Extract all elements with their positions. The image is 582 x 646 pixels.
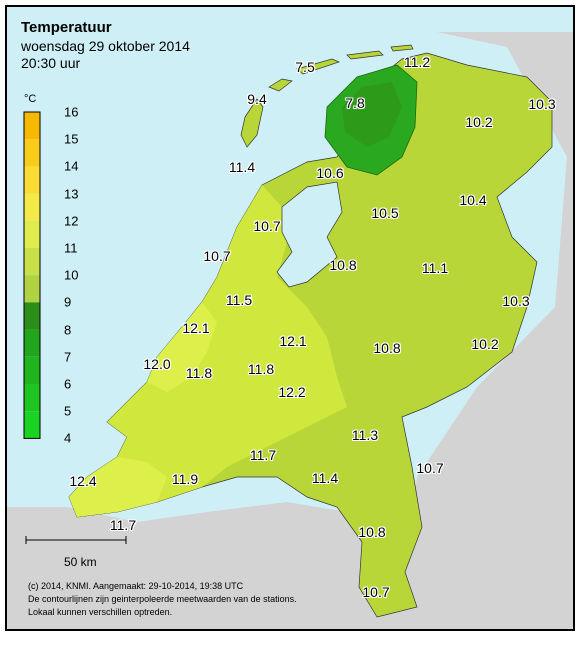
station-value: 10.3 — [528, 96, 556, 112]
station-value: 12.0 — [143, 356, 171, 372]
scale-bar-label: 50 km — [64, 555, 97, 569]
station-value: 12.1 — [279, 333, 307, 349]
legend-tick-label: 11 — [64, 240, 78, 256]
legend-tick-label: 4 — [64, 430, 72, 446]
station-value: 10.5 — [371, 205, 399, 221]
station-value: 11.4 — [311, 470, 339, 486]
map-frame: Temperatuur woensdag 29 oktober 2014 20:… — [5, 5, 575, 631]
station-value: 11.2 — [403, 54, 431, 70]
legend-swatch — [24, 248, 40, 276]
zeeland-warm-band — [69, 457, 167, 517]
station-value: 10.8 — [358, 524, 386, 540]
station-value: 9.4 — [247, 91, 267, 107]
legend-swatch — [24, 411, 40, 439]
footer-line-1: (c) 2014, KNMI. Aangemaakt: 29-10-2014, … — [28, 581, 244, 591]
legend-tick-label: 10 — [64, 267, 79, 283]
station-value: 12.2 — [278, 384, 306, 400]
legend-tick-label: 7 — [64, 349, 72, 365]
station-value: 10.2 — [471, 336, 499, 352]
map-time: 20:30 uur — [21, 55, 81, 71]
station-value: 11.7 — [249, 447, 277, 463]
station-value: 10.2 — [465, 114, 493, 130]
station-value: 11.9 — [171, 471, 199, 487]
legend-swatch — [24, 139, 40, 167]
station-value: 11.1 — [421, 260, 449, 276]
vlieland-island — [268, 78, 293, 92]
station-value: 10.7 — [362, 584, 390, 600]
cold-region-inner — [342, 82, 402, 147]
map-title: Temperatuur — [21, 19, 112, 36]
legend-swatch — [24, 166, 40, 194]
germany-region — [387, 32, 573, 629]
station-value: 10.7 — [416, 460, 444, 476]
ameland-island — [346, 50, 384, 60]
legend-colorbar — [23, 111, 41, 439]
legend-tick-label: 8 — [64, 322, 72, 338]
western-warm-band — [69, 185, 347, 517]
footer-line-3: Lokaal kunnen verschillen optreden. — [28, 607, 173, 617]
legend-tick-label: 5 — [64, 403, 72, 419]
temperature-map — [7, 32, 573, 629]
footer-line-2: De contourlijnen zijn geinterpoleerde me… — [28, 594, 297, 604]
legend-tick-label: 16 — [64, 104, 79, 120]
terschelling-island — [296, 58, 340, 75]
legend-tick-label: 14 — [64, 158, 79, 174]
station-value: 11.7 — [109, 517, 137, 533]
legend-unit: °C — [24, 93, 37, 105]
station-value: 11.3 — [351, 427, 379, 443]
legend-swatch — [24, 384, 40, 412]
legend-tick-label: 12 — [64, 213, 79, 229]
legend-tick-label: 9 — [64, 294, 72, 310]
legend-swatch — [24, 329, 40, 357]
legend-frame — [23, 111, 41, 439]
map-footer: (c) 2014, KNMI. Aangemaakt: 29-10-2014, … — [28, 580, 297, 619]
texel-island — [240, 98, 264, 148]
station-value: 12.1 — [182, 320, 210, 336]
station-value: 7.8 — [345, 95, 365, 111]
scale-bar — [25, 536, 127, 544]
legend-swatch — [24, 193, 40, 221]
belgium-region — [7, 502, 407, 629]
map-subtitle: woensdag 29 oktober 2014 20:30 uur — [21, 38, 190, 72]
map-date: woensdag 29 oktober 2014 — [21, 38, 190, 54]
legend-swatch — [24, 356, 40, 384]
station-value: 11.4 — [228, 159, 256, 175]
station-value: 10.8 — [373, 340, 401, 356]
ijsselmeer — [276, 181, 343, 288]
legend-tick-label: 13 — [64, 186, 79, 202]
station-value: 12.4 — [69, 473, 97, 489]
legend-swatch — [24, 302, 40, 330]
legend-tick-label: 6 — [64, 376, 72, 392]
schiermonnikoog-island — [390, 44, 414, 52]
station-value: 10.8 — [329, 257, 357, 273]
legend-swatch — [24, 112, 40, 140]
station-value: 11.8 — [185, 365, 213, 381]
station-value: 10.7 — [253, 218, 281, 234]
station-value: 10.4 — [459, 192, 487, 208]
station-value: 7.5 — [295, 59, 315, 75]
station-value: 10.3 — [502, 293, 530, 309]
coastal-warm-band — [147, 302, 217, 392]
legend-tick-label: 15 — [64, 131, 79, 147]
station-value: 10.6 — [316, 165, 344, 181]
station-value: 11.8 — [247, 361, 275, 377]
legend-swatch — [24, 220, 40, 248]
legend-swatch — [24, 275, 40, 303]
station-value: 11.5 — [225, 292, 253, 308]
station-value: 10.7 — [203, 248, 231, 264]
